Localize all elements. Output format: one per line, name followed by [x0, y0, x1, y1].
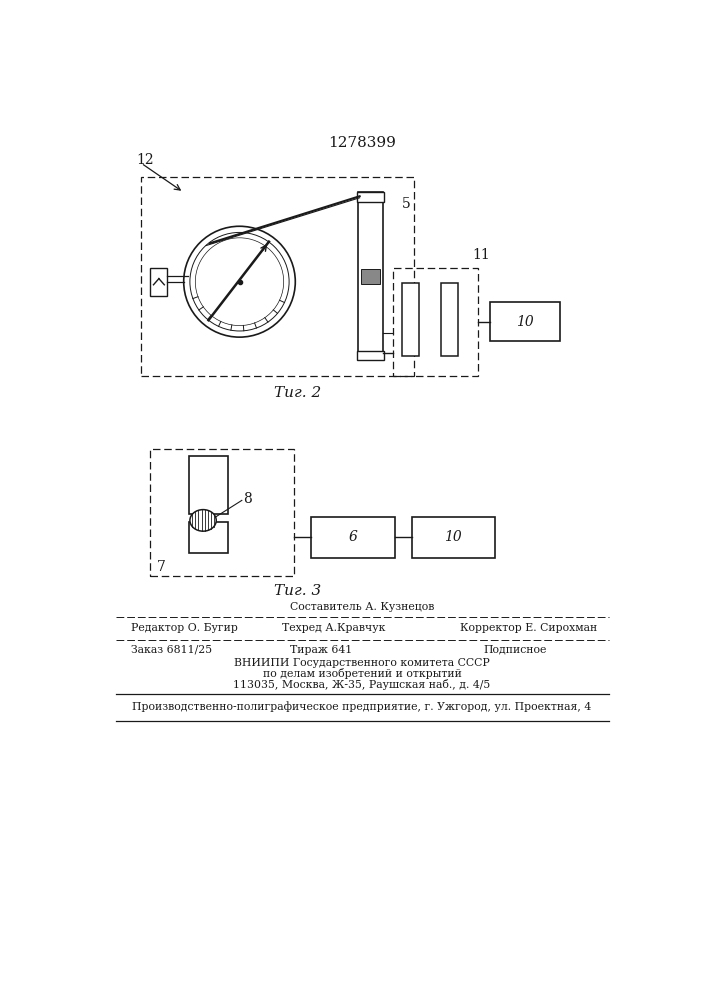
Bar: [393, 268, 478, 376]
Text: 10: 10: [445, 530, 462, 544]
Text: Техред А.Кравчук: Техред А.Кравчук: [282, 623, 385, 633]
Text: Τиг. 2: Τиг. 2: [274, 386, 321, 400]
Text: 11: 11: [472, 248, 490, 262]
Bar: [189, 456, 228, 514]
Text: 7: 7: [156, 560, 165, 574]
Bar: [151, 449, 293, 576]
Text: 113035, Москва, Ж-35, Раушская наб., д. 4/5: 113035, Москва, Ж-35, Раушская наб., д. …: [233, 679, 491, 690]
Bar: [356, 351, 385, 360]
Text: Составитель А. Кузнецов: Составитель А. Кузнецов: [290, 602, 434, 612]
Text: ВНИИПИ Государственного комитета СССР: ВНИИПИ Государственного комитета СССР: [234, 658, 490, 668]
Text: Корректор Е. Сирохман: Корректор Е. Сирохман: [460, 623, 597, 633]
Bar: [356, 192, 385, 202]
Text: 10: 10: [516, 315, 534, 329]
Text: Редактор О. Бугир: Редактор О. Бугир: [131, 623, 238, 633]
Text: Τиг. 3: Τиг. 3: [274, 584, 321, 598]
Text: Тираж 641: Тираж 641: [290, 645, 352, 655]
Bar: [358, 192, 383, 360]
Bar: [311, 517, 395, 558]
Text: 8: 8: [243, 492, 252, 506]
Bar: [151, 268, 168, 296]
Text: по делам изобретений и открытий: по делам изобретений и открытий: [262, 668, 462, 679]
Text: Производственно-полиграфическое предприятие, г. Ужгород, ул. Проектная, 4: Производственно-полиграфическое предприя…: [132, 701, 592, 712]
Bar: [141, 177, 414, 376]
Bar: [441, 283, 458, 356]
Text: 6: 6: [349, 530, 357, 544]
Bar: [402, 283, 419, 356]
Bar: [189, 522, 228, 553]
Text: 12: 12: [136, 153, 154, 167]
Text: 1278399: 1278399: [328, 136, 396, 150]
Bar: [361, 269, 380, 284]
Text: Подписное: Подписное: [484, 645, 547, 655]
Bar: [490, 302, 559, 341]
Ellipse shape: [190, 510, 216, 531]
Text: Заказ 6811/25: Заказ 6811/25: [131, 645, 212, 655]
Bar: [411, 517, 495, 558]
Text: 5: 5: [402, 197, 411, 211]
